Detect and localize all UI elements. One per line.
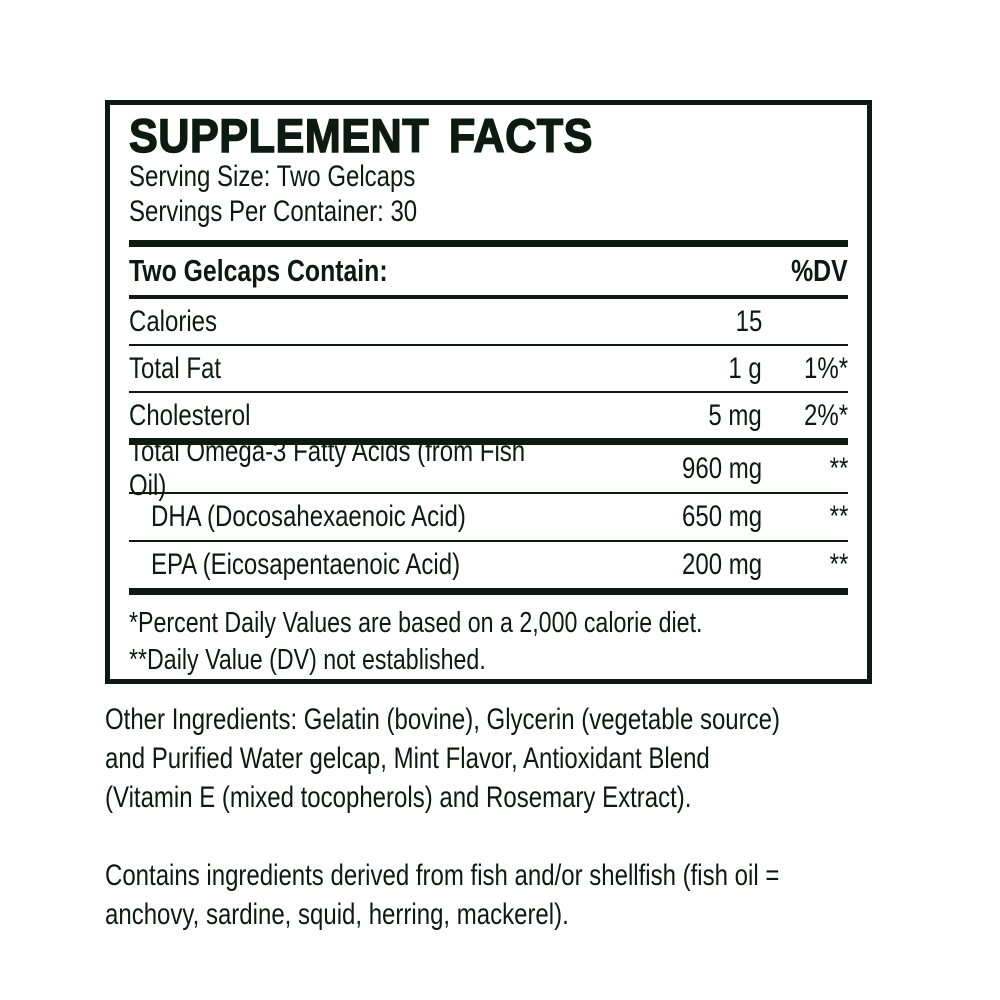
nutrient-row-cholesterol: Cholesterol 5 mg 2%* — [129, 391, 848, 438]
footnotes: *Percent Daily Values are based on a 2,0… — [129, 605, 848, 679]
divider-thick-bottom — [129, 588, 848, 595]
nutrient-amount: 200 mg — [681, 548, 762, 581]
nutrient-row-dha: DHA (Docosahexaenoic Acid) 650 mg ** — [129, 492, 848, 540]
panel-title-text: SUPPLEMENT FACTS — [128, 109, 593, 162]
nutrient-amount: 5 mg — [708, 398, 762, 432]
nutrient-name: DHA (Docosahexaenoic Acid) — [151, 500, 466, 533]
nutrient-row-total-fat: Total Fat 1 g 1%* — [129, 344, 848, 391]
facts-table: Two Gelcaps Contain: %DV Calories 15 Tot… — [129, 247, 848, 438]
nutrient-name: Total Omega-3 Fatty Acids (from Fish Oil… — [129, 434, 526, 502]
divider-thick-middle — [129, 438, 848, 445]
nutrient-name: Total Fat — [129, 351, 222, 385]
nutrient-name: EPA (Eicosapentaenoic Acid) — [151, 548, 461, 581]
below-panel-text: Other Ingredients: Gelatin (bovine), Gly… — [105, 700, 985, 973]
nutrient-amount: 1 g — [728, 351, 762, 385]
servings-per-container: Servings Per Container: 30 — [129, 195, 418, 228]
supplement-facts-panel: SUPPLEMENT FACTS Serving Size: Two Gelca… — [105, 100, 872, 684]
divider-thick-top — [129, 240, 848, 247]
nutrient-amount: 650 mg — [681, 500, 762, 533]
footnote-daily-values: *Percent Daily Values are based on a 2,0… — [129, 607, 703, 639]
nutrient-dv — [762, 305, 848, 339]
header-left-label: Two Gelcaps Contain: — [129, 253, 388, 288]
nutrient-dv: ** — [829, 548, 848, 581]
nutrient-row-omega3: Total Omega-3 Fatty Acids (from Fish Oil… — [129, 435, 848, 502]
nutrient-amount: 15 — [735, 304, 762, 338]
table-header-row: Two Gelcaps Contain: %DV — [129, 247, 848, 299]
facts-table-omega: Total Omega-3 Fatty Acids (from Fish Oil… — [129, 435, 848, 588]
nutrient-row-epa: EPA (Eicosapentaenoic Acid) 200 mg ** — [129, 540, 848, 588]
nutrient-dv: ** — [829, 451, 848, 485]
panel-title: SUPPLEMENT FACTS — [128, 109, 848, 162]
footnote-dv-not-established: **Daily Value (DV) not established. — [129, 644, 486, 676]
nutrient-name: Cholesterol — [129, 398, 251, 432]
nutrient-dv: 1%* — [803, 351, 848, 385]
nutrient-dv: ** — [829, 500, 848, 533]
nutrient-amount: 960 mg — [681, 451, 762, 485]
nutrient-dv: 2%* — [803, 398, 848, 432]
serving-size: Serving Size: Two Gelcaps — [129, 160, 416, 193]
header-dv-label: %DV — [791, 253, 848, 288]
other-ingredients-paragraph: Other Ingredients: Gelatin (bovine), Gly… — [105, 703, 780, 814]
nutrient-row-calories: Calories 15 — [129, 299, 848, 344]
nutrient-name: Calories — [129, 304, 218, 338]
allergen-paragraph: Contains ingredients derived from fish a… — [105, 859, 780, 931]
